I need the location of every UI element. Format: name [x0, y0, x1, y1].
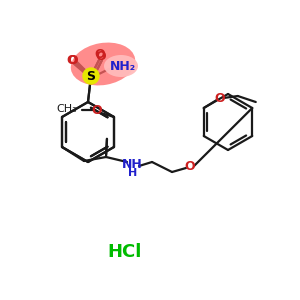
Text: O: O — [96, 50, 106, 62]
Text: O: O — [67, 53, 77, 67]
Ellipse shape — [104, 55, 138, 77]
Text: NH: NH — [122, 158, 142, 172]
Ellipse shape — [71, 43, 135, 86]
Text: O: O — [214, 92, 225, 104]
Text: CH₃: CH₃ — [56, 104, 77, 114]
Text: O: O — [92, 104, 102, 118]
Text: O: O — [95, 49, 105, 62]
Text: O: O — [68, 55, 78, 68]
Text: S: S — [86, 70, 95, 83]
Text: O: O — [185, 160, 195, 172]
Circle shape — [83, 68, 99, 84]
Text: NH₂: NH₂ — [110, 59, 136, 73]
Text: HCl: HCl — [108, 243, 142, 261]
Text: H: H — [128, 168, 138, 178]
